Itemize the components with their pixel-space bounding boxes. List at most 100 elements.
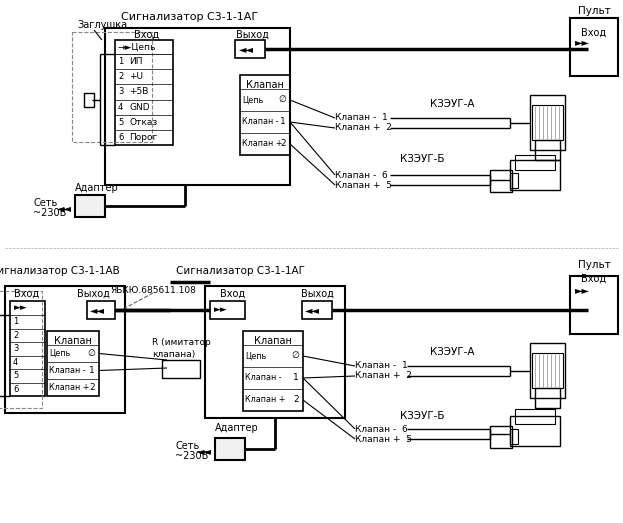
Text: ~230В: ~230В xyxy=(33,208,67,218)
Text: 6: 6 xyxy=(118,133,123,142)
Text: ~230В: ~230В xyxy=(175,451,208,461)
Text: Сигнализатор С3-1-1АВ: Сигнализатор С3-1-1АВ xyxy=(0,266,120,276)
Text: 1: 1 xyxy=(13,317,18,326)
Text: Клапан +: Клапан + xyxy=(49,383,89,392)
Text: Цепь: Цепь xyxy=(49,349,70,358)
Text: ►►: ►► xyxy=(575,285,590,295)
Text: Клапан +  5: Клапан + 5 xyxy=(355,435,412,444)
Bar xyxy=(87,301,115,319)
Text: Вход: Вход xyxy=(135,30,159,40)
Text: 2: 2 xyxy=(89,383,95,392)
Bar xyxy=(205,286,345,418)
Text: Клапан: Клапан xyxy=(254,336,292,346)
Bar xyxy=(490,170,512,192)
Text: Клапан -: Клапан - xyxy=(242,118,278,127)
Bar xyxy=(215,438,245,460)
Text: ∅: ∅ xyxy=(291,351,299,360)
Text: 2: 2 xyxy=(118,72,123,81)
Text: ∅: ∅ xyxy=(278,96,286,105)
Text: Клапан: Клапан xyxy=(54,336,92,346)
Bar xyxy=(515,409,555,424)
Text: Сигнализатор С3-1-1АГ: Сигнализатор С3-1-1АГ xyxy=(121,12,259,22)
Text: ◄◄: ◄◄ xyxy=(90,305,105,315)
Text: Клапан -: Клапан - xyxy=(245,373,282,382)
Text: КЗЭУГ-А: КЗЭУГ-А xyxy=(430,347,475,357)
Bar xyxy=(515,155,555,170)
Text: Выход: Выход xyxy=(77,289,110,299)
Text: КЗЭУГ-А: КЗЭУГ-А xyxy=(430,99,475,109)
Text: R (имитатор: R (имитатор xyxy=(152,338,211,347)
Text: клапана): клапана) xyxy=(152,350,195,359)
Text: Вход: Вход xyxy=(14,289,40,299)
Bar xyxy=(115,40,173,145)
Text: Клапан +  2: Клапан + 2 xyxy=(355,371,412,381)
Text: ►►: ►► xyxy=(575,37,590,47)
Text: +5В: +5В xyxy=(129,87,148,96)
Text: Выход: Выход xyxy=(235,30,269,40)
Bar xyxy=(47,331,99,396)
Bar xyxy=(490,426,512,448)
Text: 1: 1 xyxy=(280,118,286,127)
Bar xyxy=(5,286,125,413)
Text: 1: 1 xyxy=(293,373,299,382)
Bar xyxy=(243,331,303,411)
Text: Цепь: Цепь xyxy=(245,351,266,360)
Text: Пульт: Пульт xyxy=(578,260,611,270)
Text: 4: 4 xyxy=(13,358,18,367)
Text: КЗЭУГ-Б: КЗЭУГ-Б xyxy=(400,154,444,164)
Text: →►Цепь: →►Цепь xyxy=(118,42,156,51)
Bar xyxy=(510,416,560,446)
Text: Клапан -  1: Клапан - 1 xyxy=(355,361,407,370)
Text: Клапан -  6: Клапан - 6 xyxy=(335,170,388,179)
Text: 2: 2 xyxy=(280,140,286,149)
Text: Пульт: Пульт xyxy=(578,6,611,16)
Text: Отказ: Отказ xyxy=(129,118,157,127)
Text: ЯБКЮ.685611.108: ЯБКЮ.685611.108 xyxy=(110,286,196,295)
Bar xyxy=(240,75,290,155)
Text: ◄◄: ◄◄ xyxy=(197,446,212,456)
Text: ◄◄: ◄◄ xyxy=(57,203,72,213)
Text: 1: 1 xyxy=(118,57,123,66)
Text: 2: 2 xyxy=(293,395,299,404)
Text: 6: 6 xyxy=(13,385,18,394)
Bar xyxy=(510,429,518,444)
Text: 3: 3 xyxy=(118,87,123,96)
Text: Вход: Вход xyxy=(581,274,607,284)
Text: ◄◄: ◄◄ xyxy=(305,305,320,315)
Text: Клапан +  2: Клапан + 2 xyxy=(335,123,392,132)
Text: ∅: ∅ xyxy=(87,349,95,358)
Text: 3: 3 xyxy=(13,344,18,353)
Text: 4: 4 xyxy=(118,103,123,111)
Text: Порог: Порог xyxy=(129,133,158,142)
Bar xyxy=(10,301,45,396)
Text: 5: 5 xyxy=(118,118,123,127)
Text: Сеть: Сеть xyxy=(33,198,57,208)
Text: Адаптер: Адаптер xyxy=(75,183,119,193)
Text: Клапан -  1: Клапан - 1 xyxy=(335,113,388,122)
Text: ►►: ►► xyxy=(14,303,28,313)
Text: Адаптер: Адаптер xyxy=(215,423,259,433)
Text: ►►: ►► xyxy=(214,305,228,314)
Bar xyxy=(570,276,618,334)
Bar xyxy=(105,28,290,185)
Text: Сигнализатор С3-1-1АГ: Сигнализатор С3-1-1АГ xyxy=(176,266,305,276)
Bar xyxy=(530,95,565,150)
Bar xyxy=(75,195,105,217)
Text: Клапан -: Клапан - xyxy=(49,366,85,375)
Text: Клапан: Клапан xyxy=(246,80,284,90)
Text: Вход: Вход xyxy=(221,289,245,299)
Bar xyxy=(535,388,560,408)
Bar xyxy=(84,93,94,107)
Bar xyxy=(530,343,565,398)
Bar xyxy=(162,360,200,378)
Bar xyxy=(302,301,332,319)
Bar xyxy=(570,18,618,76)
Text: Вход: Вход xyxy=(581,28,607,38)
Text: Выход: Выход xyxy=(300,289,333,299)
Text: Цепь: Цепь xyxy=(242,96,264,105)
Text: Клапан +  5: Клапан + 5 xyxy=(335,180,392,189)
Text: ◄◄: ◄◄ xyxy=(239,44,254,54)
Text: Заглушка: Заглушка xyxy=(77,20,127,30)
Text: Клапан -  6: Клапан - 6 xyxy=(355,425,407,434)
Text: КЗЭУГ-Б: КЗЭУГ-Б xyxy=(400,411,444,421)
